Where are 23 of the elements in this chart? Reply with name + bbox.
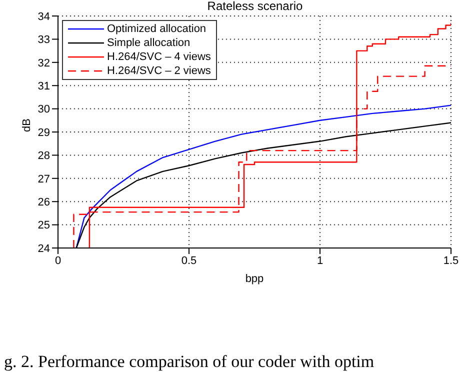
text: g. 2. Performance comparison of our coder with optim xyxy=(4,352,374,372)
x-axis-title: bpp xyxy=(245,273,264,285)
y-tick-label: 26 xyxy=(38,196,50,209)
y-tick-label: 30 xyxy=(38,104,50,116)
x-tick-label: 0.5 xyxy=(181,254,197,267)
y-tick-label: 28 xyxy=(38,150,50,162)
legend-label: Optimized allocation xyxy=(107,22,206,36)
y-tick-label: 27 xyxy=(38,173,50,186)
y-tick-label: 29 xyxy=(38,126,50,139)
chart-title: Rateless scenario xyxy=(207,0,304,13)
x-tick-label: 1.5 xyxy=(443,254,459,267)
y-tick-label: 24 xyxy=(38,242,50,255)
y-axis-title: dB xyxy=(20,118,33,132)
x-tick-label: 0 xyxy=(54,254,62,267)
y-tick-label: 31 xyxy=(38,80,50,93)
x-tick-label: 1 xyxy=(316,254,324,267)
y-tick-label: 32 xyxy=(38,57,50,70)
y-tick-label: 25 xyxy=(38,220,50,232)
legend-label: H.264/SVC – 2 views xyxy=(107,64,211,78)
legend-label: Simple allocation xyxy=(107,36,190,50)
y-tick-label: 33 xyxy=(38,34,50,46)
legend-label: H.264/SVC – 4 views xyxy=(107,50,211,64)
y-tick-label: 34 xyxy=(38,10,50,23)
